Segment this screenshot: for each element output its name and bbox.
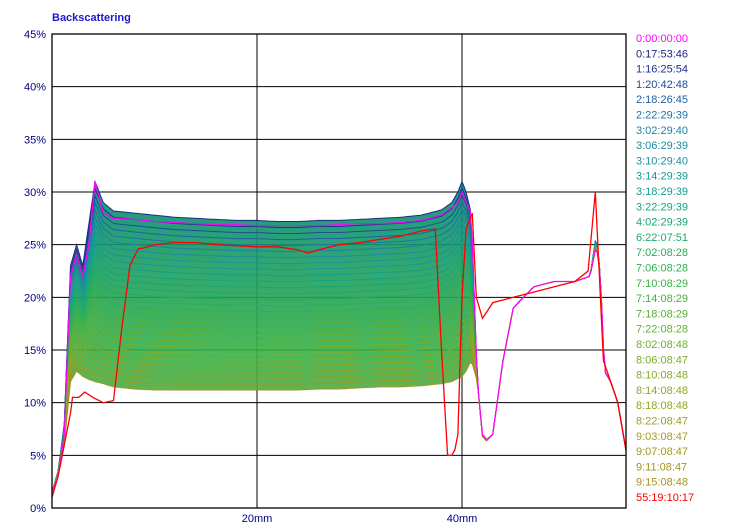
series-line-first: [51, 181, 627, 493]
legend-entry: 6:22:07:51: [636, 232, 688, 244]
legend-entry: 7:14:08:29: [636, 293, 688, 305]
series-line-last: [51, 191, 627, 498]
y-tick-label: 20%: [24, 292, 46, 304]
legend-entry: 7:06:08:28: [636, 263, 688, 275]
legend-entry: 9:15:08:48: [636, 477, 688, 489]
legend-entry: 8:18:08:48: [636, 400, 688, 412]
y-tick-label: 10%: [24, 398, 46, 410]
legend-entry: 0:00:00:00: [636, 33, 688, 45]
y-tick-label: 45%: [24, 29, 46, 41]
envelope-area: [52, 181, 626, 493]
legend-entry: 3:10:29:40: [636, 155, 688, 167]
y-tick-label: 5%: [30, 450, 46, 462]
curve-envelope: [52, 181, 626, 493]
y-tick-label: 0%: [30, 503, 46, 515]
legend: 0:00:00:00 0:17:53:46 1:16:25:54 1:20:42:48…: [636, 33, 694, 504]
chart-title: Backscattering: [52, 12, 131, 24]
plot-frame: [51, 33, 627, 509]
legend-entry: 2:18:26:45: [636, 94, 688, 106]
legend-entry: 8:14:08:48: [636, 385, 688, 397]
legend-entry: 8:06:08:47: [636, 354, 688, 366]
y-tick-label: 35%: [24, 134, 46, 146]
legend-entry: 9:03:08:47: [636, 431, 688, 443]
x-axis-ticks: 20mm 40mm: [242, 513, 478, 525]
legend-entry: 2:22:29:39: [636, 110, 688, 122]
legend-entry: 9:07:08:47: [636, 446, 688, 458]
legend-entry: 8:10:08:48: [636, 370, 688, 382]
x-tick-label: 20mm: [242, 513, 273, 525]
legend-entry: 7:22:08:28: [636, 324, 688, 336]
series-lines: [51, 179, 627, 498]
legend-entry: 3:06:29:39: [636, 140, 688, 152]
legend-entry: 0:17:53:46: [636, 48, 688, 60]
legend-entry: 7:02:08:28: [636, 247, 688, 259]
legend-entry: 4:02:29:39: [636, 217, 688, 229]
y-tick-label: 30%: [24, 187, 46, 199]
legend-entry: 3:18:29:39: [636, 186, 688, 198]
legend-entry: 8:02:08:48: [636, 339, 688, 351]
y-tick-label: 15%: [24, 345, 46, 357]
legend-entry: 55:19:10:17: [636, 492, 694, 504]
legend-entry: 1:16:25:54: [636, 64, 688, 76]
y-tick-label: 40%: [24, 82, 46, 94]
legend-entry: 3:14:29:39: [636, 171, 688, 183]
legend-entry: 3:22:29:39: [636, 201, 688, 213]
legend-entry: 9:11:08:47: [636, 461, 687, 473]
y-tick-label: 25%: [24, 240, 46, 252]
legend-entry: 3:02:29:40: [636, 125, 688, 137]
legend-entry: 7:10:08:29: [636, 278, 688, 290]
legend-entry: 8:22:08:47: [636, 416, 688, 428]
x-tick-label: 40mm: [447, 513, 478, 525]
y-axis-ticks: 0% 5% 10% 15% 20% 25% 30% 35% 40% 45%: [24, 29, 46, 515]
legend-entry: 7:18:08:29: [636, 308, 688, 320]
legend-entry: 1:20:42:48: [636, 79, 688, 91]
